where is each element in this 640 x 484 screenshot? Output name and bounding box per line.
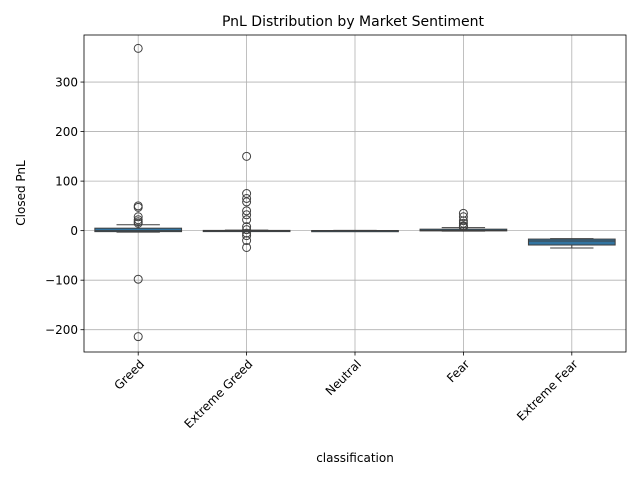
y-tick-label: −100 [45,273,78,287]
x-axis: Greed Extreme Greed Neutral Fear Extreme Fea… [112,352,581,431]
box-extreme-fear [527,238,616,249]
outlier-point [242,215,252,225]
outlier-point [133,274,143,284]
x-tick-label: Extreme Greed [182,357,256,431]
box-iqr [94,227,183,233]
y-tick-label: 0 [70,224,78,238]
outlier-point [133,202,143,212]
x-tick-label: Fear [444,357,472,385]
box-fear [419,208,508,232]
outlier-point [133,43,143,53]
y-tick-label: 200 [55,125,78,139]
outlier-point [242,206,252,216]
outlier-point [242,242,252,252]
y-tick-label: 100 [55,174,78,188]
outlier-point [133,218,143,228]
outlier-point [242,225,252,235]
outlier-point [458,212,468,222]
y-axis: −200 −100 0 100 200 300 [45,75,84,337]
outlier-point [242,151,252,161]
outlier-point [242,210,252,220]
outlier-point [133,212,143,222]
outlier-point [242,228,252,238]
x-tick-label: Extreme Fear [514,357,581,424]
y-axis-label: Closed PnL [14,160,28,226]
outlier-point [242,236,252,246]
y-tick-label: −200 [45,323,78,337]
outlier-point [242,193,252,203]
grid-lines [84,35,626,352]
outlier-point [133,332,143,342]
box-neutral [311,229,399,233]
outlier-point [458,218,468,228]
outlier-point [458,222,468,232]
outlier-point [458,208,468,218]
outlier-point [242,222,252,232]
x-tick-label: Greed [112,357,148,393]
outlier-point [458,216,468,226]
outlier-point [242,197,252,207]
boxes-layer [94,43,616,342]
box-iqr [527,238,616,246]
x-tick-label: Neutral [323,357,364,398]
y-tick-label: 300 [55,75,78,89]
box-greed [94,43,183,342]
outlier-point [242,231,252,241]
chart-title: PnL Distribution by Market Sentiment [222,14,485,30]
box-extreme-greed [202,151,291,252]
x-axis-label: classification [316,451,394,465]
